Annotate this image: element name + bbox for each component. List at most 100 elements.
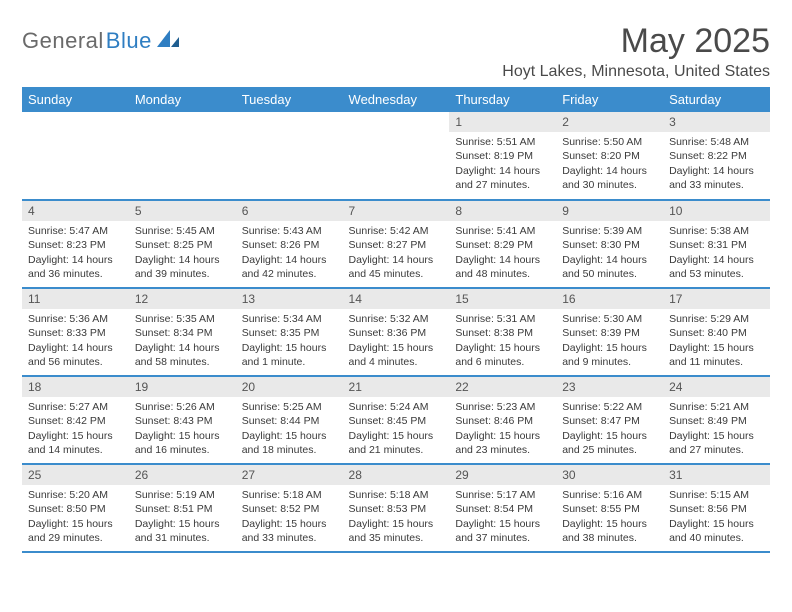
calendar-day: 7 Sunrise: 5:42 AMSunset: 8:27 PMDaylight… xyxy=(343,200,450,288)
day-number: 2 xyxy=(556,112,663,132)
sunset-line: Sunset: 8:46 PM xyxy=(455,414,550,428)
sunset-line: Sunset: 8:23 PM xyxy=(28,238,123,252)
sunrise-line: Sunrise: 5:24 AM xyxy=(349,400,444,414)
calendar-day: 17Sunrise: 5:29 AMSunset: 8:40 PMDayligh… xyxy=(663,288,770,376)
sunrise-line: Sunrise: 5:50 AM xyxy=(562,135,657,149)
day-number: 1 xyxy=(449,112,556,132)
day-details: Sunrise: 5:51 AMSunset: 8:19 PMDaylight:… xyxy=(449,132,556,196)
sunset-line: Sunset: 8:35 PM xyxy=(242,326,337,340)
weekday-header: Saturday xyxy=(663,87,770,112)
day-number: 9 xyxy=(556,201,663,221)
day-number: 26 xyxy=(129,465,236,485)
day-details: Sunrise: 5:38 AMSunset: 8:31 PMDaylight:… xyxy=(663,221,770,285)
sunset-line: Sunset: 8:51 PM xyxy=(135,502,230,516)
brand-logo: GeneralBlue xyxy=(22,22,179,54)
calendar-day: 31Sunrise: 5:15 AMSunset: 8:56 PMDayligh… xyxy=(663,464,770,552)
daylight-line: Daylight: 15 hours and 9 minutes. xyxy=(562,341,657,369)
weekday-header: Friday xyxy=(556,87,663,112)
sunset-line: Sunset: 8:20 PM xyxy=(562,149,657,163)
calendar-day: 25Sunrise: 5:20 AMSunset: 8:50 PMDayligh… xyxy=(22,464,129,552)
calendar-day: 6Sunrise: 5:43 AMSunset: 8:26 PMDaylight… xyxy=(236,200,343,288)
calendar-body: 1Sunrise: 5:51 AMSunset: 8:19 PMDaylight… xyxy=(22,112,770,552)
day-details: Sunrise: 5:17 AMSunset: 8:54 PMDaylight:… xyxy=(449,485,556,549)
sunrise-line: Sunrise: 5:23 AM xyxy=(455,400,550,414)
calendar-day: 4Sunrise: 5:47 AMSunset: 8:23 PMDaylight… xyxy=(22,200,129,288)
sunset-line: Sunset: 8:22 PM xyxy=(669,149,764,163)
sunset-line: Sunset: 8:55 PM xyxy=(562,502,657,516)
day-details: Sunrise: 5:34 AMSunset: 8:35 PMDaylight:… xyxy=(236,309,343,373)
sunset-line: Sunset: 8:31 PM xyxy=(669,238,764,252)
page-title: May 2025 xyxy=(502,22,770,61)
sunset-line: Sunset: 8:47 PM xyxy=(562,414,657,428)
day-details: Sunrise: 5:48 AMSunset: 8:22 PMDaylight:… xyxy=(663,132,770,196)
day-details: Sunrise: 5:50 AMSunset: 8:20 PMDaylight:… xyxy=(556,132,663,196)
daylight-line: Daylight: 14 hours and 30 minutes. xyxy=(562,164,657,192)
sunset-line: Sunset: 8:36 PM xyxy=(349,326,444,340)
weekday-header: Thursday xyxy=(449,87,556,112)
day-number: 7 xyxy=(343,201,450,221)
calendar-day: 18Sunrise: 5:27 AMSunset: 8:42 PMDayligh… xyxy=(22,376,129,464)
day-details: Sunrise: 5:36 AMSunset: 8:33 PMDaylight:… xyxy=(22,309,129,373)
sunrise-line: Sunrise: 5:15 AM xyxy=(669,488,764,502)
weekday-header: Tuesday xyxy=(236,87,343,112)
sunrise-line: Sunrise: 5:43 AM xyxy=(242,224,337,238)
sunset-line: Sunset: 8:45 PM xyxy=(349,414,444,428)
sunset-line: Sunset: 8:38 PM xyxy=(455,326,550,340)
calendar-day: 9Sunrise: 5:39 AMSunset: 8:30 PMDaylight… xyxy=(556,200,663,288)
sunrise-line: Sunrise: 5:36 AM xyxy=(28,312,123,326)
calendar-day: 22Sunrise: 5:23 AMSunset: 8:46 PMDayligh… xyxy=(449,376,556,464)
daylight-line: Daylight: 15 hours and 23 minutes. xyxy=(455,429,550,457)
day-number: 14 xyxy=(343,289,450,309)
day-details: Sunrise: 5:15 AMSunset: 8:56 PMDaylight:… xyxy=(663,485,770,549)
day-number: 19 xyxy=(129,377,236,397)
daylight-line: Daylight: 14 hours and 33 minutes. xyxy=(669,164,764,192)
daylight-line: Daylight: 15 hours and 38 minutes. xyxy=(562,517,657,545)
calendar-day: 8Sunrise: 5:41 AMSunset: 8:29 PMDaylight… xyxy=(449,200,556,288)
sunset-line: Sunset: 8:26 PM xyxy=(242,238,337,252)
day-number: 18 xyxy=(22,377,129,397)
daylight-line: Daylight: 14 hours and 42 minutes. xyxy=(242,253,337,281)
day-number: 17 xyxy=(663,289,770,309)
sunrise-line: Sunrise: 5:42 AM xyxy=(349,224,444,238)
calendar-day: 20Sunrise: 5:25 AMSunset: 8:44 PMDayligh… xyxy=(236,376,343,464)
sunrise-line: Sunrise: 5:16 AM xyxy=(562,488,657,502)
day-details: Sunrise: 5:20 AMSunset: 8:50 PMDaylight:… xyxy=(22,485,129,549)
logo-sail-icon xyxy=(157,30,179,48)
calendar-day: 3Sunrise: 5:48 AMSunset: 8:22 PMDaylight… xyxy=(663,112,770,200)
brand-part1: General xyxy=(22,28,104,54)
sunset-line: Sunset: 8:27 PM xyxy=(349,238,444,252)
sunset-line: Sunset: 8:49 PM xyxy=(669,414,764,428)
daylight-line: Daylight: 15 hours and 31 minutes. xyxy=(135,517,230,545)
sunset-line: Sunset: 8:42 PM xyxy=(28,414,123,428)
calendar-day xyxy=(236,112,343,200)
sunset-line: Sunset: 8:56 PM xyxy=(669,502,764,516)
weekday-header: Wednesday xyxy=(343,87,450,112)
day-details: Sunrise: 5:21 AMSunset: 8:49 PMDaylight:… xyxy=(663,397,770,461)
sunset-line: Sunset: 8:33 PM xyxy=(28,326,123,340)
sunrise-line: Sunrise: 5:20 AM xyxy=(28,488,123,502)
day-details: Sunrise: 5:45 AMSunset: 8:25 PMDaylight:… xyxy=(129,221,236,285)
daylight-line: Daylight: 14 hours and 58 minutes. xyxy=(135,341,230,369)
sunrise-line: Sunrise: 5:19 AM xyxy=(135,488,230,502)
day-number: 24 xyxy=(663,377,770,397)
day-details: Sunrise: 5:24 AMSunset: 8:45 PMDaylight:… xyxy=(343,397,450,461)
sunset-line: Sunset: 8:54 PM xyxy=(455,502,550,516)
day-details: Sunrise: 5:32 AMSunset: 8:36 PMDaylight:… xyxy=(343,309,450,373)
sunrise-line: Sunrise: 5:38 AM xyxy=(669,224,764,238)
brand-part2: Blue xyxy=(106,28,152,54)
calendar-day: 5Sunrise: 5:45 AMSunset: 8:25 PMDaylight… xyxy=(129,200,236,288)
sunrise-line: Sunrise: 5:21 AM xyxy=(669,400,764,414)
daylight-line: Daylight: 14 hours and 45 minutes. xyxy=(349,253,444,281)
day-details: Sunrise: 5:29 AMSunset: 8:40 PMDaylight:… xyxy=(663,309,770,373)
calendar-week: 18Sunrise: 5:27 AMSunset: 8:42 PMDayligh… xyxy=(22,376,770,464)
calendar-day: 10Sunrise: 5:38 AMSunset: 8:31 PMDayligh… xyxy=(663,200,770,288)
sunset-line: Sunset: 8:53 PM xyxy=(349,502,444,516)
daylight-line: Daylight: 15 hours and 11 minutes. xyxy=(669,341,764,369)
daylight-line: Daylight: 15 hours and 21 minutes. xyxy=(349,429,444,457)
day-details: Sunrise: 5:41 AMSunset: 8:29 PMDaylight:… xyxy=(449,221,556,285)
sunset-line: Sunset: 8:34 PM xyxy=(135,326,230,340)
weekday-header: Sunday xyxy=(22,87,129,112)
calendar-week: 1Sunrise: 5:51 AMSunset: 8:19 PMDaylight… xyxy=(22,112,770,200)
sunrise-line: Sunrise: 5:29 AM xyxy=(669,312,764,326)
calendar-day: 1Sunrise: 5:51 AMSunset: 8:19 PMDaylight… xyxy=(449,112,556,200)
